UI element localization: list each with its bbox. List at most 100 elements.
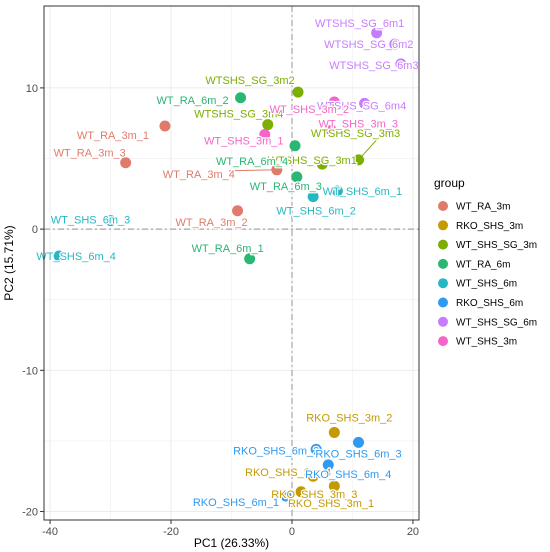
point-label: RKO_SHS_6m_1 (193, 497, 279, 509)
y-tick-label: -20 (22, 507, 38, 519)
data-point (322, 459, 334, 471)
point-label: WTSHS_SG_6m2 (324, 39, 413, 51)
data-point (235, 92, 247, 104)
x-tick-label: 0 (289, 526, 295, 538)
data-point (289, 140, 301, 152)
legend-label: RKO_SHS_3m (456, 221, 523, 232)
legend-label: WT_SHS_3m (456, 337, 517, 348)
point-label: RKO_SHS_3m_4 (245, 467, 331, 479)
point-label: WTSHS_SG_6m3 (329, 60, 418, 72)
legend-label: RKO_SHS_6m (456, 298, 523, 309)
data-point (395, 58, 407, 70)
label-leader-line (358, 129, 386, 161)
legend-label: WT_RA_3m (456, 202, 510, 213)
x-axis-ticks: -40 -20 0 20 (42, 520, 419, 538)
x-tick-label: -40 (42, 526, 58, 538)
legend-key (438, 297, 448, 308)
point-label: RKO_SHS_3m_3 (271, 489, 357, 501)
y-axis-ticks: -20 -10 0 10 (22, 83, 44, 519)
label-leader-line (228, 169, 277, 172)
point-label: WT_RA_3m_2 (175, 217, 247, 229)
data-point (353, 436, 365, 448)
point-label: WT_RA_6m_1 (192, 243, 264, 255)
data-point (359, 97, 371, 109)
data-point (316, 158, 328, 170)
data-point (307, 191, 319, 203)
legend-key (438, 239, 448, 250)
data-point (371, 27, 383, 39)
legend-title: group (434, 176, 465, 190)
point-label: WT_RA_3m_3 (54, 148, 126, 160)
data-point (120, 157, 132, 169)
y-axis-title: PC2 (15.71%) (2, 225, 16, 300)
data-point (271, 164, 283, 176)
reference-lines (44, 6, 419, 520)
y-tick-label: 0 (32, 224, 38, 236)
data-point (262, 119, 274, 131)
point-labels: WT_RA_3m_1 WT_RA_3m_3 WT_RA_3m_4 WT_RA_3m_2… (35, 17, 420, 511)
point-label: WT_SHS_6m_4 (36, 251, 115, 263)
panel-border (43, 5, 420, 521)
x-axis-title: PC1 (26.33%) (194, 536, 269, 550)
point-label: WT_RA_6m_3 (250, 181, 322, 193)
x-tick-label: 20 (407, 526, 419, 538)
legend-key (438, 220, 448, 231)
legend-key (438, 201, 448, 211)
data-point (159, 120, 171, 132)
data-point (328, 96, 340, 108)
point-label: WTSHS_SG_3m1 (268, 155, 357, 167)
legend-label: WT_SHS_SG_6m (456, 317, 537, 328)
point-label: RKO_SHS_3m_1 (288, 498, 374, 510)
point-label: WT_SHS_6m_2 (276, 206, 355, 218)
point-label: WT_RA_3m_1 (77, 130, 149, 142)
y-tick-label: 10 (26, 83, 38, 95)
data-point (325, 124, 337, 136)
point-label: RKO_SHS_3m_2 (306, 412, 392, 424)
label-leader-lines (228, 129, 386, 172)
legend-label: WT_SHS_SG_3m (456, 240, 537, 251)
point-label: WT_SHS_3m_1 (204, 136, 283, 148)
data-point (328, 480, 340, 492)
data-point (353, 154, 365, 166)
legend-key (438, 278, 448, 289)
x-tick-label: -20 (163, 526, 179, 538)
point-label: RKO_SHS_6m_4 (305, 469, 391, 481)
point-label: WTSHS_SG_3m3 (311, 128, 400, 140)
legend-key (438, 336, 448, 347)
point-label: WT_SHS_3m_2 (270, 104, 349, 116)
data-point (328, 426, 340, 438)
point-label: WTSHS_SG_3m4 (194, 109, 283, 121)
data-point (232, 205, 244, 217)
point-label: WT_SHS_6m_1 (323, 186, 402, 198)
data-points (53, 27, 407, 502)
point-label: WT_RA_6m_4 (216, 156, 288, 168)
data-point (244, 253, 256, 265)
point-label: WTSHS_SG_3m2 (205, 75, 294, 87)
y-tick-label: -10 (22, 365, 38, 377)
point-label: WT_RA_3m_4 (163, 169, 235, 181)
data-point (280, 490, 292, 502)
data-point (331, 185, 343, 197)
point-label: WT_SHS_3m_3 (319, 118, 398, 130)
legend: group WT_RA_3m RKO_SHS_3m WT_SHS_SG_3m WT_R… (434, 176, 537, 348)
data-point (53, 250, 65, 262)
data-point (295, 486, 307, 498)
legend-label: WT_RA_6m (456, 259, 510, 270)
point-label: RKO_SHS_6m_3 (315, 448, 401, 460)
point-label: WTSHS_SG_6m1 (315, 18, 404, 30)
data-point (310, 443, 322, 455)
data-point (105, 215, 117, 227)
data-point (307, 470, 319, 482)
data-point (291, 171, 303, 183)
legend-key (438, 258, 448, 269)
legend-label: WT_SHS_6m (456, 279, 517, 290)
point-label: RKO_SHS_6m_2 (233, 445, 319, 457)
data-point (389, 38, 401, 50)
legend-key (438, 316, 448, 327)
point-label: WT_SHS_6m_3 (51, 215, 130, 227)
data-point (292, 86, 304, 98)
grid-lines (44, 6, 419, 520)
point-label: WT_RA_6m_2 (157, 95, 229, 107)
data-point (259, 129, 271, 140)
